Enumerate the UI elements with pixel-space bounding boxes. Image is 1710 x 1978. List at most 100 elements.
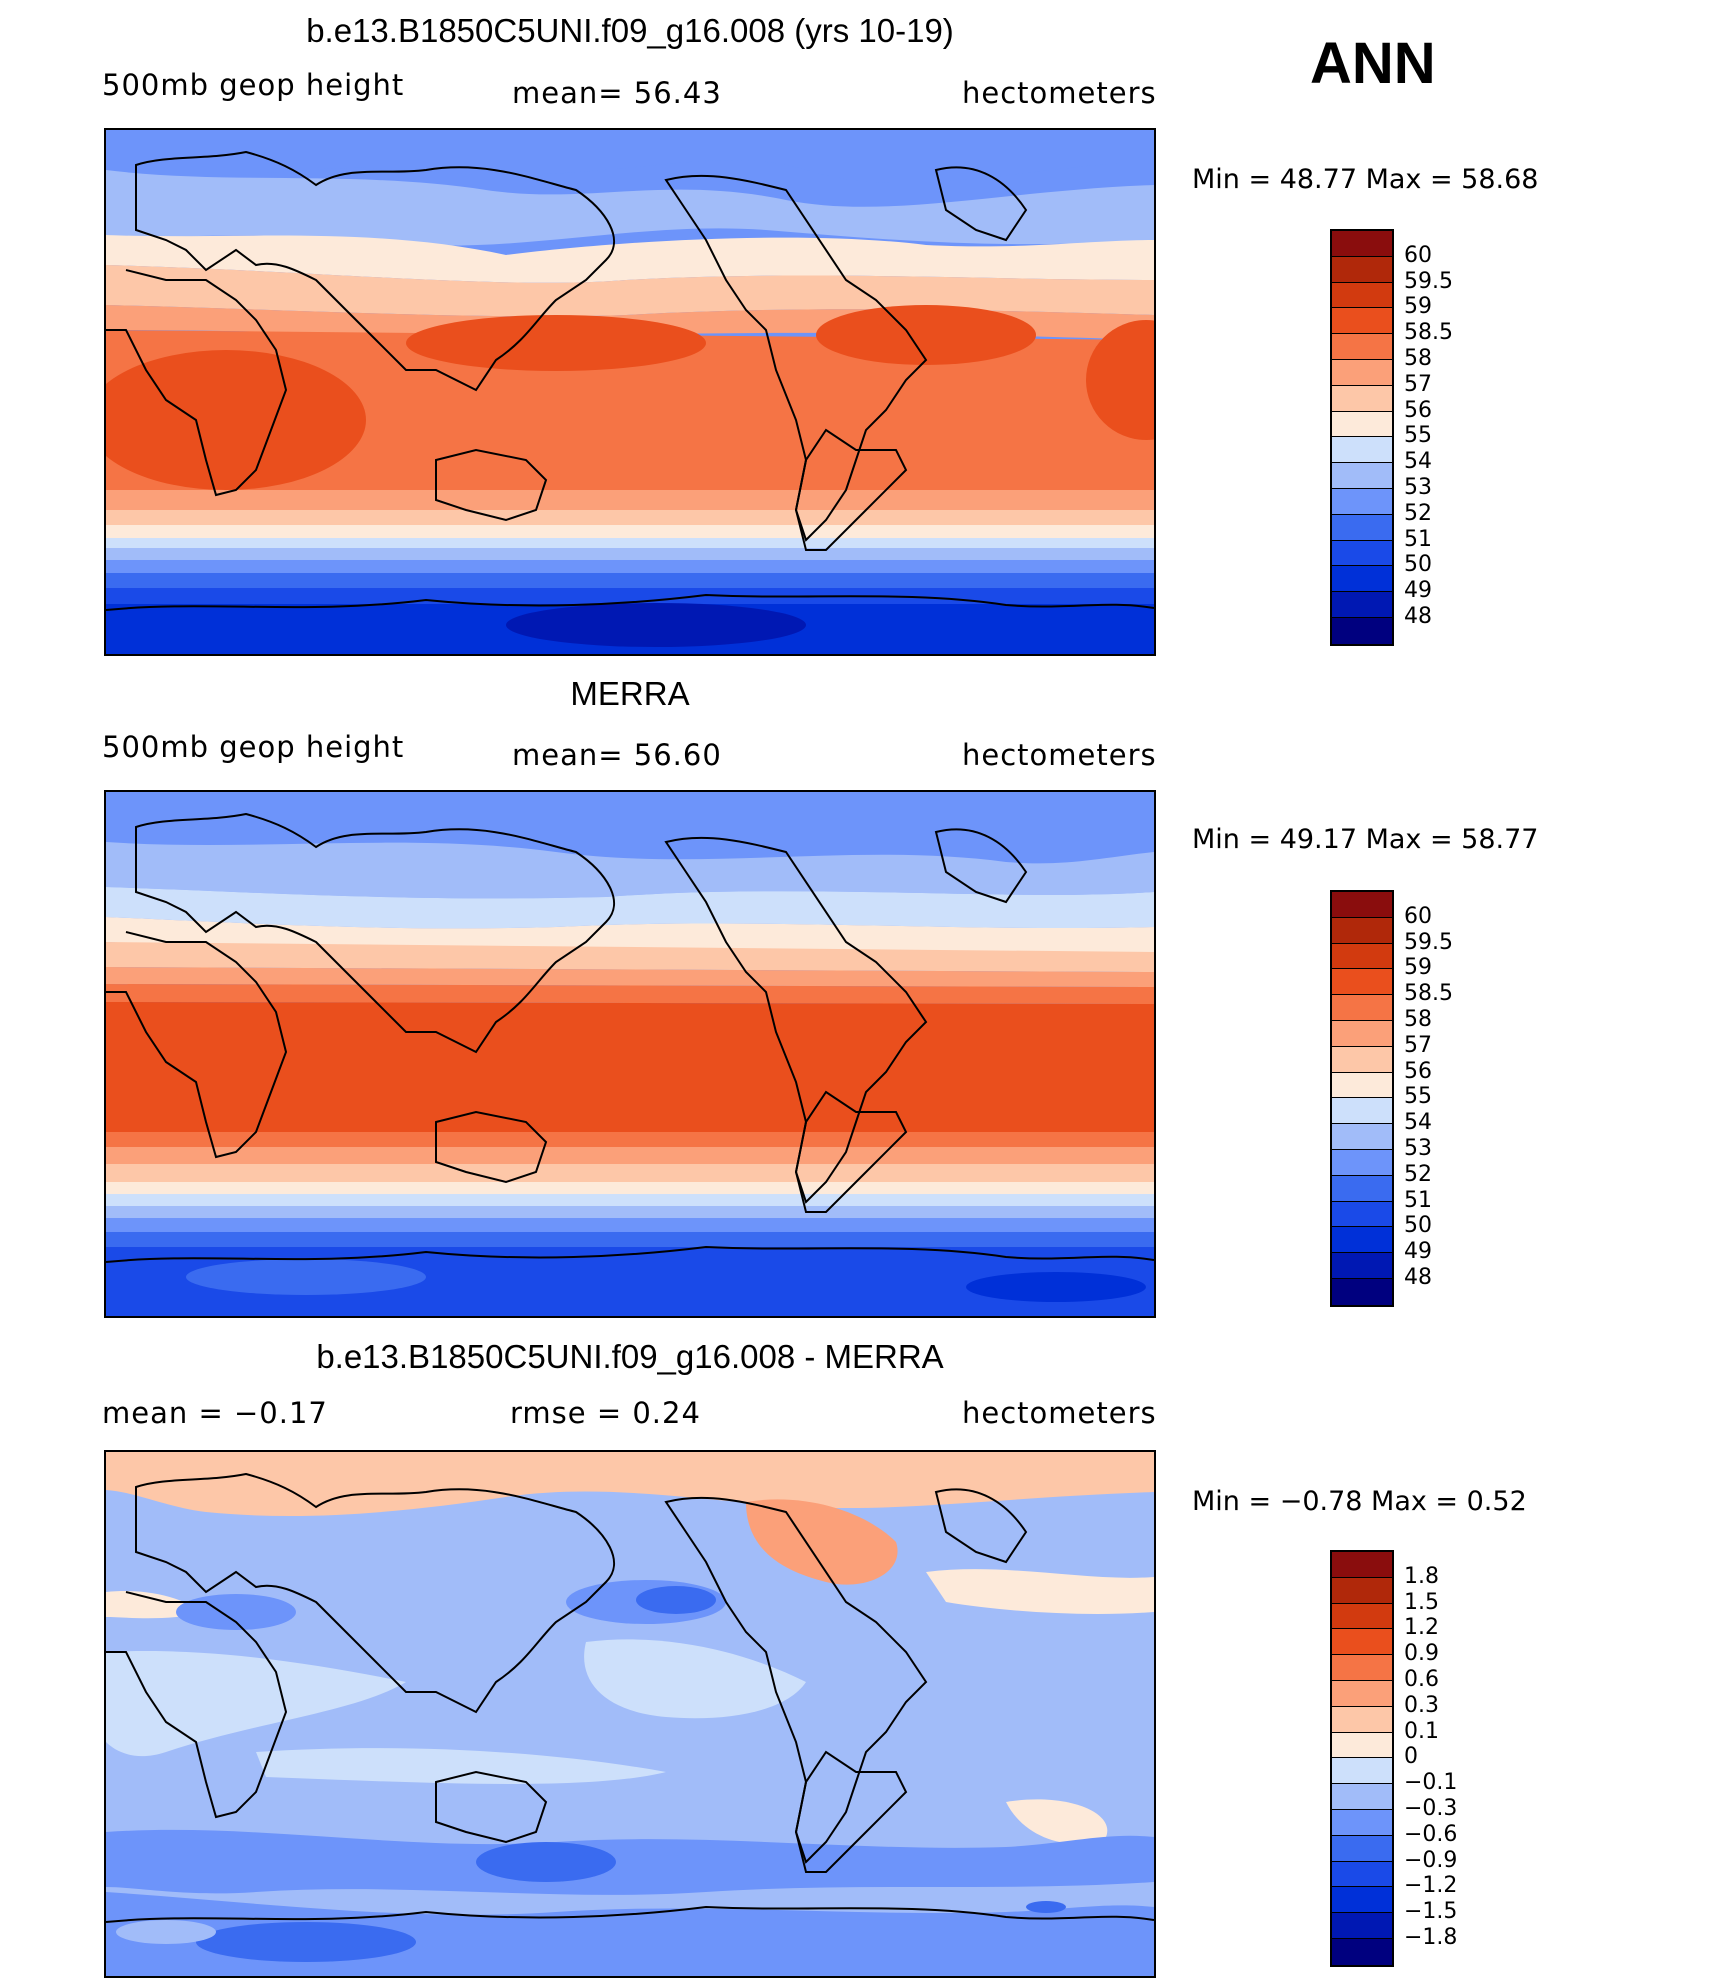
colorbar-box (1332, 231, 1392, 257)
colorbar-box (1332, 1072, 1392, 1099)
colorbar-tick-label: −0.6 (1404, 1821, 1458, 1847)
panel2-colorbar (1330, 890, 1394, 1307)
colorbar-box (1332, 943, 1392, 970)
colorbar-tick-label: −0.1 (1404, 1770, 1458, 1796)
panel2-units-label: hectometers (962, 738, 1157, 772)
colorbar-box (1332, 1552, 1392, 1578)
colorbar-box (1332, 1201, 1392, 1228)
colorbar-box (1332, 1603, 1392, 1630)
panel3-contour-field (106, 1452, 1154, 1976)
panel1-map (104, 128, 1156, 656)
panel1-units-label: hectometers (962, 76, 1157, 110)
colorbar-tick-label: 54 (1404, 1110, 1432, 1136)
colorbar-box (1332, 385, 1392, 412)
colorbar-tick-label: 1.5 (1404, 1589, 1439, 1615)
colorbar-tick-label: 56 (1404, 397, 1432, 423)
colorbar-box (1332, 1835, 1392, 1862)
colorbar-box (1332, 540, 1392, 567)
colorbar-tick-label: −1.8 (1404, 1925, 1458, 1950)
panel1-contour-field (106, 130, 1154, 654)
colorbar-tick-label: 59.5 (1404, 268, 1453, 294)
colorbar-box (1332, 1809, 1392, 1836)
colorbar-tick-label: 53 (1404, 1136, 1432, 1161)
season-label: ANN (1310, 31, 1436, 96)
colorbar-box (1332, 282, 1392, 309)
colorbar-box (1332, 463, 1392, 489)
colorbar-tick-label: 58.5 (1404, 981, 1453, 1007)
panel3-mean-label: mean = −0.17 (102, 1396, 328, 1430)
colorbar-tick-label: 59 (1404, 955, 1432, 981)
colorbar-box (1332, 995, 1392, 1021)
colorbar-tick-label: −0.3 (1404, 1796, 1458, 1821)
colorbar-box (1332, 1938, 1392, 1965)
colorbar-box (1332, 1227, 1392, 1254)
colorbar-tick-label: 55 (1404, 423, 1432, 449)
panel3-min-max: Min = −0.78 Max = 0.52 (1192, 1486, 1527, 1517)
panel1-colorbar (1330, 229, 1394, 646)
colorbar-box (1332, 1098, 1392, 1125)
colorbar-tick-label: 50 (1404, 1213, 1432, 1239)
colorbar-box (1332, 892, 1392, 918)
colorbar-tick-label: 48 (1404, 1265, 1432, 1290)
colorbar-box (1332, 1758, 1392, 1785)
colorbar-box (1332, 1253, 1392, 1279)
colorbar-box (1332, 1680, 1392, 1707)
colorbar-tick-label: 60 (1404, 242, 1432, 268)
colorbar-tick-label: 1.8 (1404, 1563, 1439, 1589)
colorbar-box (1332, 334, 1392, 360)
panel2-map (104, 790, 1156, 1318)
colorbar-box (1332, 1887, 1392, 1914)
panel2-min-max: Min = 49.17 Max = 58.77 (1192, 824, 1539, 855)
panel3-rmse-label: rmse = 0.24 (510, 1396, 701, 1430)
colorbar-tick-label: 0.6 (1404, 1667, 1439, 1692)
colorbar-tick-label: 58 (1404, 346, 1432, 371)
panel2-variable-label: 500mb geop height (102, 730, 405, 764)
colorbar-box (1332, 1706, 1392, 1733)
colorbar-tick-label: 53 (1404, 475, 1432, 500)
panel3-colorbar (1330, 1550, 1394, 1967)
panel1-min-max: Min = 48.77 Max = 58.68 (1192, 164, 1539, 195)
colorbar-box (1332, 488, 1392, 515)
colorbar-tick-label: 58.5 (1404, 320, 1453, 346)
colorbar-tick-label: 52 (1404, 1161, 1432, 1187)
colorbar-tick-label: 0 (1404, 1744, 1418, 1770)
colorbar-box (1332, 617, 1392, 644)
colorbar-tick-label: 49 (1404, 1239, 1432, 1265)
colorbar-tick-label: 48 (1404, 604, 1432, 629)
colorbar-box (1332, 566, 1392, 593)
colorbar-box (1332, 514, 1392, 541)
colorbar-tick-label: 1.2 (1404, 1615, 1439, 1641)
colorbar-box (1332, 1020, 1392, 1047)
colorbar-box (1332, 411, 1392, 438)
colorbar-box (1332, 1046, 1392, 1073)
colorbar-box (1332, 359, 1392, 386)
colorbar-box (1332, 1655, 1392, 1681)
panel1-mean-label: mean= 56.43 (512, 76, 722, 110)
colorbar-box (1332, 592, 1392, 618)
colorbar-tick-label: 0.1 (1404, 1718, 1439, 1744)
panel2-title: MERRA (570, 675, 690, 712)
colorbar-box (1332, 1732, 1392, 1759)
colorbar-tick-label: 50 (1404, 552, 1432, 578)
colorbar-box (1332, 1278, 1392, 1305)
panel1-variable-label: 500mb geop height (102, 68, 405, 102)
colorbar-tick-label: 57 (1404, 1032, 1432, 1058)
colorbar-box (1332, 308, 1392, 335)
colorbar-tick-label: −1.2 (1404, 1873, 1458, 1899)
panel3-map (104, 1450, 1156, 1978)
colorbar-tick-label: 51 (1404, 526, 1432, 552)
colorbar-box (1332, 969, 1392, 996)
colorbar-box (1332, 1913, 1392, 1939)
colorbar-box (1332, 1861, 1392, 1888)
colorbar-box (1332, 437, 1392, 464)
colorbar-box (1332, 256, 1392, 283)
colorbar-tick-label: 49 (1404, 578, 1432, 604)
panel3-title: b.e13.B1850C5UNI.f09_g16.008 - MERRA (316, 1338, 944, 1375)
colorbar-tick-label: 59.5 (1404, 929, 1453, 955)
colorbar-box (1332, 917, 1392, 944)
colorbar-tick-label: 60 (1404, 903, 1432, 929)
colorbar-box (1332, 1629, 1392, 1656)
colorbar-tick-label: 58 (1404, 1007, 1432, 1032)
colorbar-tick-label: −1.5 (1404, 1899, 1458, 1925)
colorbar-tick-label: 57 (1404, 371, 1432, 397)
